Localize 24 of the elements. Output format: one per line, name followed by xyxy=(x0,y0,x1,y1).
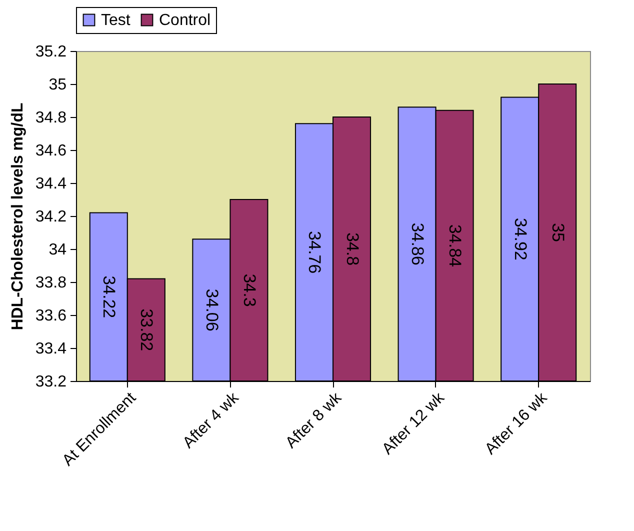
y-tick-label: 35 xyxy=(48,76,67,94)
data-label: 33.82 xyxy=(137,308,156,352)
y-tick-label: 34 xyxy=(48,242,67,258)
legend-label: Control xyxy=(159,12,211,29)
y-tick-label: 35.2 xyxy=(35,44,67,60)
y-tick-label: 33.4 xyxy=(35,340,67,358)
y-tick-label: 33.2 xyxy=(35,374,67,390)
y-tick-label: 34.8 xyxy=(35,110,67,126)
data-label: 34.92 xyxy=(510,218,530,260)
y-tick-label: 33.8 xyxy=(35,274,67,292)
data-label: 34.76 xyxy=(305,231,324,274)
data-label: 34.3 xyxy=(240,274,259,307)
y-tick-label: 33.6 xyxy=(35,308,67,324)
data-label: 34.84 xyxy=(446,224,465,267)
data-label: 34.86 xyxy=(408,222,428,266)
y-tick-label: 34.6 xyxy=(35,142,67,160)
legend-label: Test xyxy=(101,12,131,29)
y-axis-title: HDL-Cholesterol levels mg/dL xyxy=(9,102,26,330)
data-label: 35 xyxy=(548,223,568,242)
data-label: 34.06 xyxy=(202,288,222,332)
y-tick-label: 34.4 xyxy=(35,176,67,192)
data-label: 34.8 xyxy=(342,232,362,266)
y-tick-label: 34.2 xyxy=(35,208,67,226)
data-label: 34.22 xyxy=(100,276,119,318)
